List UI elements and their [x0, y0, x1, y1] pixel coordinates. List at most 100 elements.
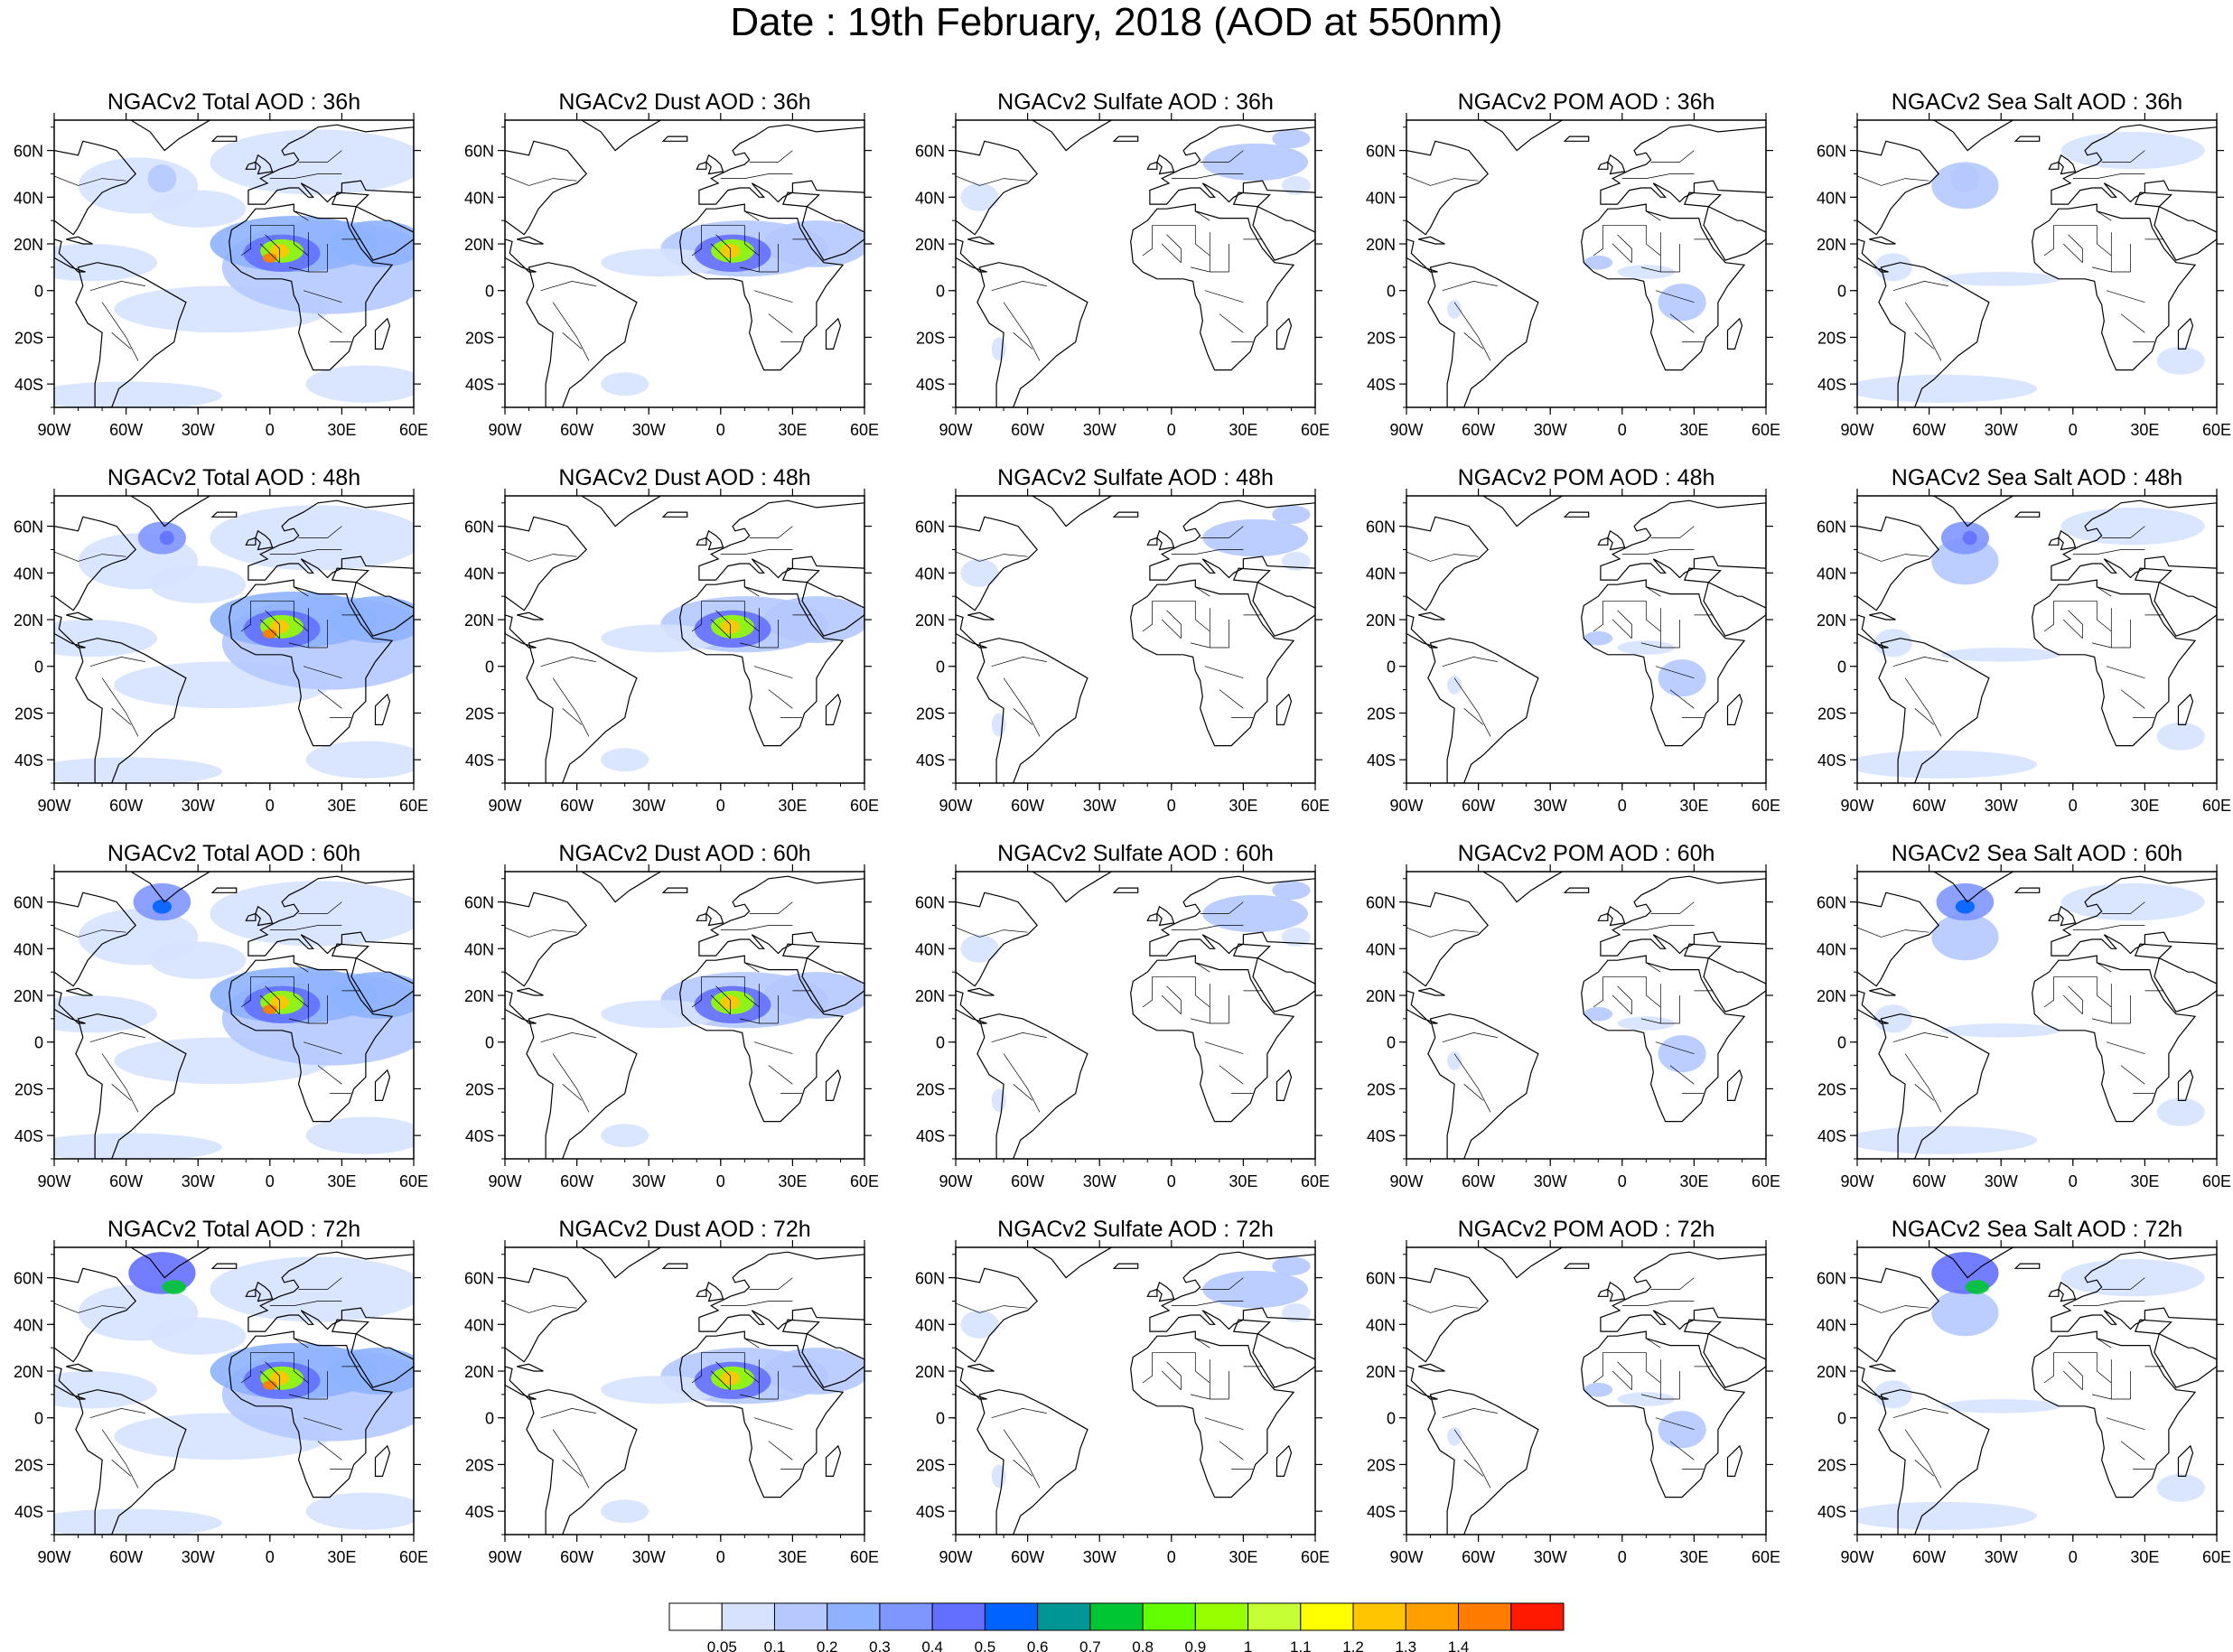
coastlines	[54, 1247, 414, 1535]
lon-label: 30W	[1083, 797, 1116, 815]
lat-label: 60N	[464, 143, 494, 161]
colorbar-label: 0.9	[1185, 1638, 1207, 1652]
lon-label: 60E	[1752, 1548, 1780, 1566]
lon-label: 60W	[560, 797, 593, 815]
lon-label: 90W	[939, 797, 972, 815]
lat-label: 40N	[1366, 189, 1396, 207]
lat-label: 20N	[1817, 236, 1846, 254]
lon-label: 30E	[1229, 1172, 1257, 1190]
lon-label: 60E	[399, 1172, 428, 1190]
map-frame	[955, 871, 1316, 1160]
lon-label: 30E	[1229, 797, 1257, 815]
lon-label: 30W	[632, 1172, 666, 1190]
lon-label: 30W	[1083, 1548, 1116, 1566]
panel-title: NGACv2 Dust AOD : 72h	[558, 1217, 810, 1242]
lon-label: 30E	[2130, 1548, 2159, 1566]
map-panel: NGACv2 Sulfate AOD : 36h 60N 40N 20N 0 20S 40S…	[915, 89, 1330, 439]
lat-label: 40S	[1817, 376, 1846, 394]
coastlines	[956, 496, 1315, 783]
lat-label: 40N	[464, 940, 494, 958]
lon-label: 0	[1618, 1172, 1627, 1190]
lat-label: 40N	[915, 1316, 945, 1334]
lat-label: 20S	[465, 1080, 494, 1098]
coastlines	[1406, 120, 1766, 407]
colorbar-swatch	[1458, 1602, 1512, 1631]
lon-label: 90W	[488, 1548, 521, 1566]
lat-label: 20N	[915, 987, 945, 1005]
lon-label: 60W	[1462, 1172, 1495, 1190]
lon-label: 30E	[778, 797, 807, 815]
map-panel: NGACv2 Sulfate AOD : 48h 60N 40N 20N 0 20S 40S…	[915, 465, 1330, 815]
lon-label: 0	[716, 1548, 725, 1566]
colorbar-label: 0.7	[1079, 1638, 1101, 1652]
map-panel: NGACv2 Sea Salt AOD : 60h 60N 40N 20N 0 20S 40…	[1817, 841, 2231, 1190]
lon-label: 30E	[1229, 421, 1257, 439]
lon-label: 30W	[1985, 421, 2018, 439]
lat-label: 0	[34, 1034, 43, 1052]
lon-label: 90W	[1840, 421, 1873, 439]
lat-label: 0	[34, 1410, 43, 1428]
panel-title: NGACv2 Total AOD : 48h	[107, 465, 360, 490]
map-frame	[504, 871, 865, 1160]
coastlines	[1406, 496, 1766, 783]
map-frame	[53, 495, 415, 784]
lon-label: 30W	[1985, 1172, 2018, 1190]
coastlines	[505, 496, 864, 783]
colorbar-swatch	[1405, 1602, 1460, 1631]
lat-label: 0	[1837, 1410, 1846, 1428]
lon-label: 30E	[778, 1548, 807, 1566]
lon-label: 60E	[1752, 1172, 1780, 1190]
lon-label: 0	[266, 421, 275, 439]
map-panel: NGACv2 Total AOD : 48h 60N 40N 20N 0 20S 40S 90…	[14, 465, 428, 815]
lat-label: 60N	[1366, 143, 1396, 161]
lat-label: 0	[936, 1410, 945, 1428]
panel-title: NGACv2 Total AOD : 72h	[107, 1217, 360, 1242]
aod-field	[1857, 496, 2217, 783]
lon-label: 30W	[1083, 421, 1116, 439]
lon-label: 0	[2069, 421, 2078, 439]
aod-field	[505, 120, 864, 407]
lon-label: 60W	[560, 1172, 593, 1190]
aod-field	[1857, 872, 2217, 1159]
map-panel: NGACv2 Sea Salt AOD : 72h 60N 40N 20N 0 20S 40…	[1817, 1217, 2231, 1566]
lon-label: 90W	[37, 421, 70, 439]
lat-label: 60N	[1817, 143, 1846, 161]
lat-label: 40S	[1817, 751, 1846, 770]
lat-label: 20S	[465, 1456, 494, 1474]
map-panel: NGACv2 Sulfate AOD : 72h 60N 40N 20N 0 20S 40S…	[915, 1217, 1330, 1566]
lat-label: 40S	[1367, 1503, 1396, 1521]
lon-label: 60E	[1752, 421, 1780, 439]
lat-label: 0	[34, 658, 43, 677]
lon-label: 60E	[399, 797, 428, 815]
lon-label: 30E	[2130, 1172, 2159, 1190]
lat-label: 0	[485, 658, 494, 677]
coastlines	[505, 872, 864, 1159]
lon-label: 30W	[1534, 1548, 1567, 1566]
lon-label: 60E	[1301, 421, 1330, 439]
map-frame	[955, 119, 1316, 408]
lat-label: 20S	[916, 329, 945, 347]
lon-label: 30E	[327, 797, 356, 815]
lat-label: 40S	[14, 1127, 43, 1145]
lon-label: 0	[716, 1172, 725, 1190]
panel-title: NGACv2 Sea Salt AOD : 36h	[1892, 89, 2182, 115]
map-frame	[1406, 871, 1767, 1160]
map-frame	[504, 1246, 865, 1535]
colorbar-label: 0.05	[707, 1638, 737, 1652]
lon-label: 60W	[1011, 421, 1044, 439]
colorbar-label: 0.6	[1027, 1638, 1049, 1652]
colorbar: 0.05 0.1 0.2 0.3 0.4 0.5 0.6 0.7 0.8 0.9 1 1.1 1.2 1.…	[668, 1602, 1565, 1652]
lat-label: 0	[1837, 283, 1846, 301]
lat-label: 20N	[14, 1363, 43, 1381]
lat-label: 60N	[464, 1270, 494, 1288]
lat-label: 20S	[465, 329, 494, 347]
map-frame	[504, 119, 865, 408]
lon-label: 30E	[1679, 421, 1708, 439]
map-frame	[1856, 119, 2218, 408]
colorbar-swatch	[984, 1602, 1039, 1631]
map-panel: NGACv2 POM AOD : 48h 60N 40N 20N 0 20S 40S 90W 6…	[1366, 465, 1780, 815]
lon-label: 60E	[2202, 1172, 2231, 1190]
colorbar-swatch	[1352, 1602, 1406, 1631]
lon-label: 60E	[2202, 1548, 2231, 1566]
lat-label: 20N	[915, 1363, 945, 1381]
